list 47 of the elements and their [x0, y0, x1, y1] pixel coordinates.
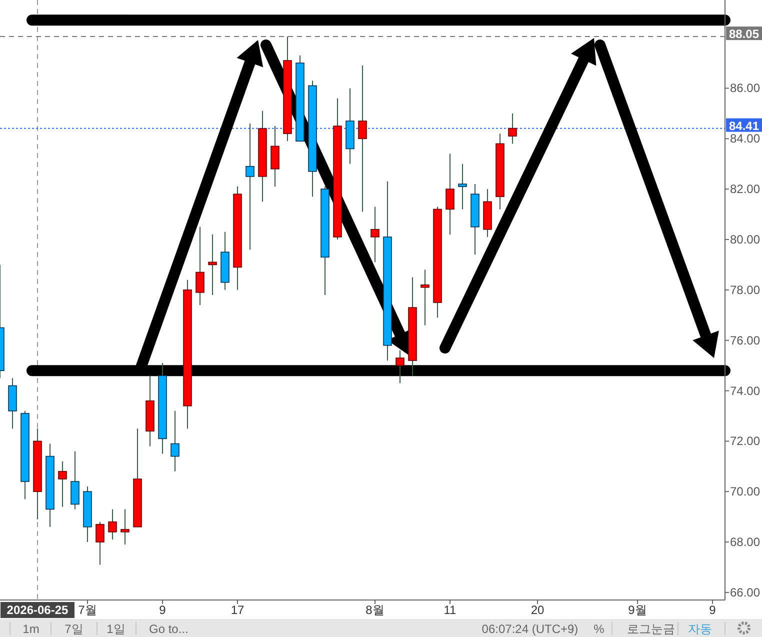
- candlestick: [58, 460, 67, 508]
- candlestick: [208, 234, 217, 296]
- x-tick-label: 9월: [628, 603, 647, 617]
- candlestick: [196, 226, 204, 306]
- text: 1m: [22, 622, 40, 636]
- y-tick-label: 68.00: [730, 535, 760, 550]
- candlestick: [108, 508, 117, 540]
- x-tick-label: 8월: [366, 603, 384, 617]
- text: %: [594, 622, 605, 636]
- candlestick: [270, 126, 280, 188]
- y-tick-label: 78.00: [730, 282, 760, 297]
- text: 1일: [106, 622, 126, 636]
- y-tick-label: 70.00: [730, 484, 760, 499]
- y-tick-label: 86.00: [730, 81, 760, 96]
- candlestick: [370, 206, 380, 263]
- candlestick: [70, 450, 80, 510]
- y-tick-label: 82.00: [730, 182, 760, 196]
- candlestick: [246, 123, 254, 250]
- candlestick: [446, 153, 454, 235]
- text: 자동: [688, 622, 712, 636]
- y-tick-label: 76.00: [730, 333, 760, 348]
- x-tick-label: 20: [530, 603, 544, 617]
- candlestick: [420, 269, 430, 326]
- x-tick-label: 2026-06-25: [6, 603, 69, 617]
- candlestick: [396, 350, 404, 384]
- ref-line-label: 88.05: [729, 27, 760, 42]
- x-tick-label: 11: [444, 603, 457, 617]
- candlestick: [96, 521, 104, 566]
- x-tick-label: 17: [230, 603, 244, 617]
- x-tick-label: 9: [159, 603, 166, 617]
- candlestick: [458, 163, 467, 210]
- x-tick-label: 9: [709, 603, 716, 617]
- y-tick-label: 72.00: [730, 434, 760, 448]
- candlestick: [358, 65, 367, 212]
- text: Go to...: [149, 622, 188, 636]
- y-tick-label: 66.00: [730, 585, 760, 600]
- candlestick: [170, 410, 180, 472]
- x-tick-label: 7월: [78, 603, 97, 617]
- y-tick-label: 84.00: [730, 132, 760, 146]
- ref-line-label: 84.41: [729, 118, 760, 133]
- text: 7일: [64, 622, 84, 636]
- text: 06:07:24 (UTC+9): [482, 622, 578, 636]
- y-tick-label: 80.00: [730, 232, 760, 246]
- text: 로그눈금: [627, 622, 675, 636]
- candlestick: [120, 508, 130, 546]
- candlestick: [508, 112, 517, 144]
- y-tick-label: 74.00: [730, 384, 760, 398]
